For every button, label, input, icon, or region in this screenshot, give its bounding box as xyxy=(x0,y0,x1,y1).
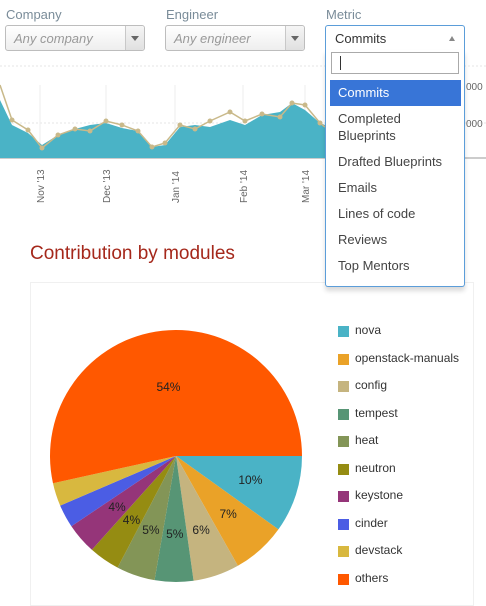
legend-swatch xyxy=(338,491,349,502)
engineer-select[interactable]: Any engineer xyxy=(165,25,305,51)
timeline-y-tick-label: 000 xyxy=(466,119,483,130)
timeline-point xyxy=(207,118,213,124)
legend-label: heat xyxy=(355,433,379,447)
pie-slice-openstack-manuals xyxy=(176,456,279,566)
pie-label-openstack-manuals: 7% xyxy=(219,507,237,521)
timeline-x-label: Nov '13 xyxy=(36,169,47,203)
company-select-toggle[interactable] xyxy=(125,26,144,50)
legend-swatch xyxy=(338,381,349,392)
legend-label: openstack-manuals xyxy=(355,350,460,365)
pie-slice-cinder xyxy=(60,456,177,527)
timeline-point xyxy=(39,145,45,151)
legend-swatch xyxy=(338,326,349,337)
timeline-point xyxy=(72,126,78,132)
pie-slice-others xyxy=(50,330,303,484)
company-select[interactable]: Any company xyxy=(5,25,145,51)
timeline-point xyxy=(25,127,31,133)
metric-option[interactable]: Lines of code xyxy=(338,206,416,221)
legend-label: others xyxy=(355,570,389,585)
pie-slice-nova xyxy=(176,456,302,530)
timeline-point xyxy=(162,140,168,146)
legend-label: tempest xyxy=(355,405,398,420)
legend-swatch xyxy=(338,353,349,365)
text-caret xyxy=(340,56,341,70)
timeline-markers xyxy=(9,100,323,151)
timeline-point xyxy=(135,128,141,134)
legend-swatch xyxy=(338,573,349,585)
pie-label-neutron: 4% xyxy=(123,513,141,527)
timeline-point xyxy=(289,100,295,106)
metric-search-input[interactable] xyxy=(331,52,459,74)
pie-slice-devstack xyxy=(52,456,177,506)
metric-select[interactable]: Commits xyxy=(325,25,465,51)
timeline-point xyxy=(177,122,183,128)
legend-label: neutron xyxy=(355,460,396,475)
chevron-down-icon xyxy=(131,36,139,41)
timeline-x-label: Mar '14 xyxy=(301,170,312,203)
metric-select-value: Commits xyxy=(335,31,387,46)
pie-label-others: 54% xyxy=(156,380,180,394)
pie-label-keystone: 4% xyxy=(108,500,126,514)
timeline-point xyxy=(317,120,323,126)
timeline-point xyxy=(149,144,155,150)
engineer-filter-label: Engineer xyxy=(166,7,219,22)
timeline-point xyxy=(192,126,198,132)
metric-dropdown: Commits Completed Blueprints Drafted Bluep… xyxy=(325,50,465,287)
pie-label-nova: 10% xyxy=(238,473,262,487)
timeline-point xyxy=(103,118,109,124)
pie-slice-heat xyxy=(117,456,176,581)
timeline-x-label: Feb '14 xyxy=(239,170,250,203)
timeline-point xyxy=(119,122,125,128)
metric-option[interactable]: Commits xyxy=(330,80,461,106)
pie-slice-tempest xyxy=(154,456,194,582)
timeline-point xyxy=(277,114,283,120)
legend-swatch xyxy=(338,546,349,557)
timeline-point xyxy=(242,118,248,124)
legend-label: keystone xyxy=(355,488,404,502)
pie-label-tempest: 5% xyxy=(166,527,184,541)
pie-label-heat: 5% xyxy=(142,523,160,537)
engineer-select-toggle[interactable] xyxy=(285,26,304,50)
metric-option[interactable]: Top Mentors xyxy=(338,258,410,273)
timeline-y-tick-label: 000 xyxy=(466,82,483,93)
timeline-point xyxy=(227,109,233,115)
pie-slice-config xyxy=(176,456,238,581)
pie-label-config: 6% xyxy=(192,523,210,537)
timeline-point xyxy=(302,102,308,108)
timeline-point xyxy=(9,117,15,123)
timeline-x-label: Dec '13 xyxy=(102,169,113,203)
legend-swatch xyxy=(338,436,349,447)
timeline-area xyxy=(0,100,325,158)
timeline-point xyxy=(55,132,61,138)
engineer-select-placeholder: Any engineer xyxy=(174,31,251,46)
pie-slice-keystone xyxy=(71,456,176,550)
chevron-up-icon[interactable] xyxy=(449,36,455,41)
timeline-x-label: Jan '14 xyxy=(171,171,182,203)
legend-label: cinder xyxy=(355,515,388,530)
timeline-point xyxy=(87,128,93,134)
company-filter-label: Company xyxy=(6,7,62,22)
legend-label: nova xyxy=(355,323,382,337)
timeline-point xyxy=(259,111,265,117)
company-select-placeholder: Any company xyxy=(14,31,93,46)
legend-swatch xyxy=(338,463,349,475)
legend-swatch xyxy=(338,408,349,420)
chevron-down-icon xyxy=(291,36,299,41)
metric-options-list: Commits Completed Blueprints Drafted Bluep… xyxy=(330,80,461,279)
metric-option[interactable]: Reviews xyxy=(338,232,388,247)
metric-option[interactable]: Drafted Blueprints xyxy=(338,154,443,169)
pie-slice-neutron xyxy=(91,456,176,568)
metric-option[interactable]: Completed Blueprints xyxy=(338,111,401,143)
legend-swatch xyxy=(338,518,349,530)
metric-filter-label: Metric xyxy=(326,7,362,22)
metric-option[interactable]: Emails xyxy=(338,180,378,195)
legend-label: config xyxy=(355,378,388,392)
section-title: Contribution by modules xyxy=(30,243,235,264)
legend-label: devstack xyxy=(355,543,403,557)
